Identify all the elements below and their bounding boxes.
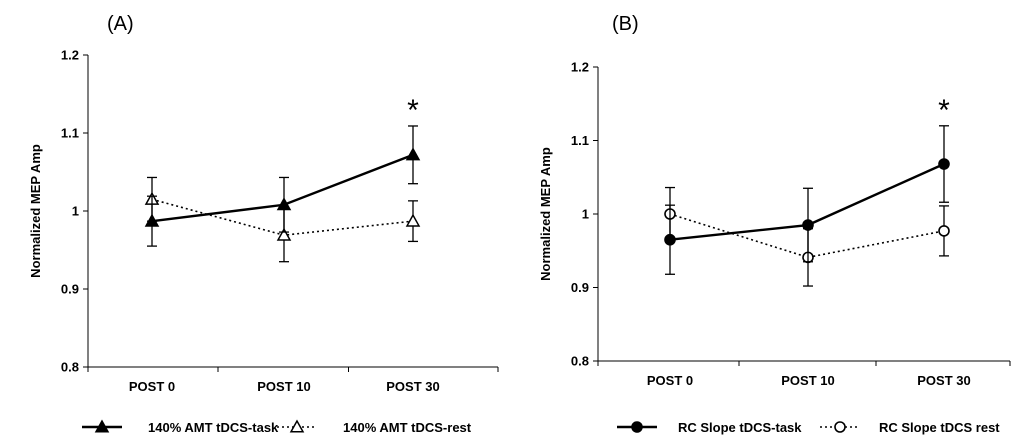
panel-b: (B) 0.8 0.9 1 1.1 1.2 POST 0 POST 10 POST 30 Norm… [538,13,1011,435]
y-tick-label: 1.1 [571,133,589,148]
legend-marker [834,421,846,433]
legend-item: 140% AMT tDCS-rest [277,419,472,435]
x-tick-label: POST 0 [647,373,693,388]
y-tick-label: 0.9 [571,280,589,295]
x-tick-label: POST 30 [917,373,970,388]
y-tick-label: 0.8 [61,360,79,375]
legend-label: 140% AMT tDCS-rest [343,420,472,435]
legend-marker [631,421,643,433]
panel-a: (A) 0.8 0.9 1 1.1 1.2 POST 0 POST 10 POST 30 Norm… [28,13,499,435]
data-point [405,213,421,227]
data-point [938,158,950,170]
data-point [664,233,676,246]
legend-item: RC Slope tDCS rest [820,420,1000,435]
series-task [664,125,950,275]
y-tick-label: 1 [72,204,79,219]
y-tick-label: 1.2 [61,48,79,63]
y-tick-label: 1 [582,207,589,222]
legend-item: RC Slope tDCS-task [617,420,802,435]
y-tick-label: 0.9 [61,282,79,297]
legend-item: 140% AMT tDCS-task [82,419,279,435]
x-tick-label: POST 0 [129,379,175,394]
y-axis-title: Normalized MEP Amp [28,144,43,278]
x-tick-label: POST 30 [386,379,439,394]
legend-label: RC Slope tDCS rest [879,420,1000,435]
panel-label: (A) [107,13,134,35]
data-point [144,213,160,227]
x-tick-label: POST 10 [781,373,834,388]
x-tick-label: POST 10 [257,379,310,394]
y-tick-label: 1.1 [61,126,79,141]
series-task [144,125,421,247]
legend-label: RC Slope tDCS-task [678,420,802,435]
legend-marker [94,419,110,433]
data-point [938,225,950,237]
data-point [802,219,814,231]
data-point [276,227,292,241]
series-rest [144,176,421,263]
data-point [276,197,292,211]
legend-marker [289,419,305,433]
y-axis-title: Normalized MEP Amp [538,147,553,281]
legend-label: 140% AMT tDCS-task [148,420,279,435]
y-tick-label: 0.8 [571,354,589,369]
significance-marker: * [407,94,419,127]
series-line [151,153,414,223]
data-point [405,147,421,161]
y-tick-label: 1.2 [571,60,589,75]
panel-label: (B) [612,13,639,35]
significance-marker: * [938,94,950,127]
